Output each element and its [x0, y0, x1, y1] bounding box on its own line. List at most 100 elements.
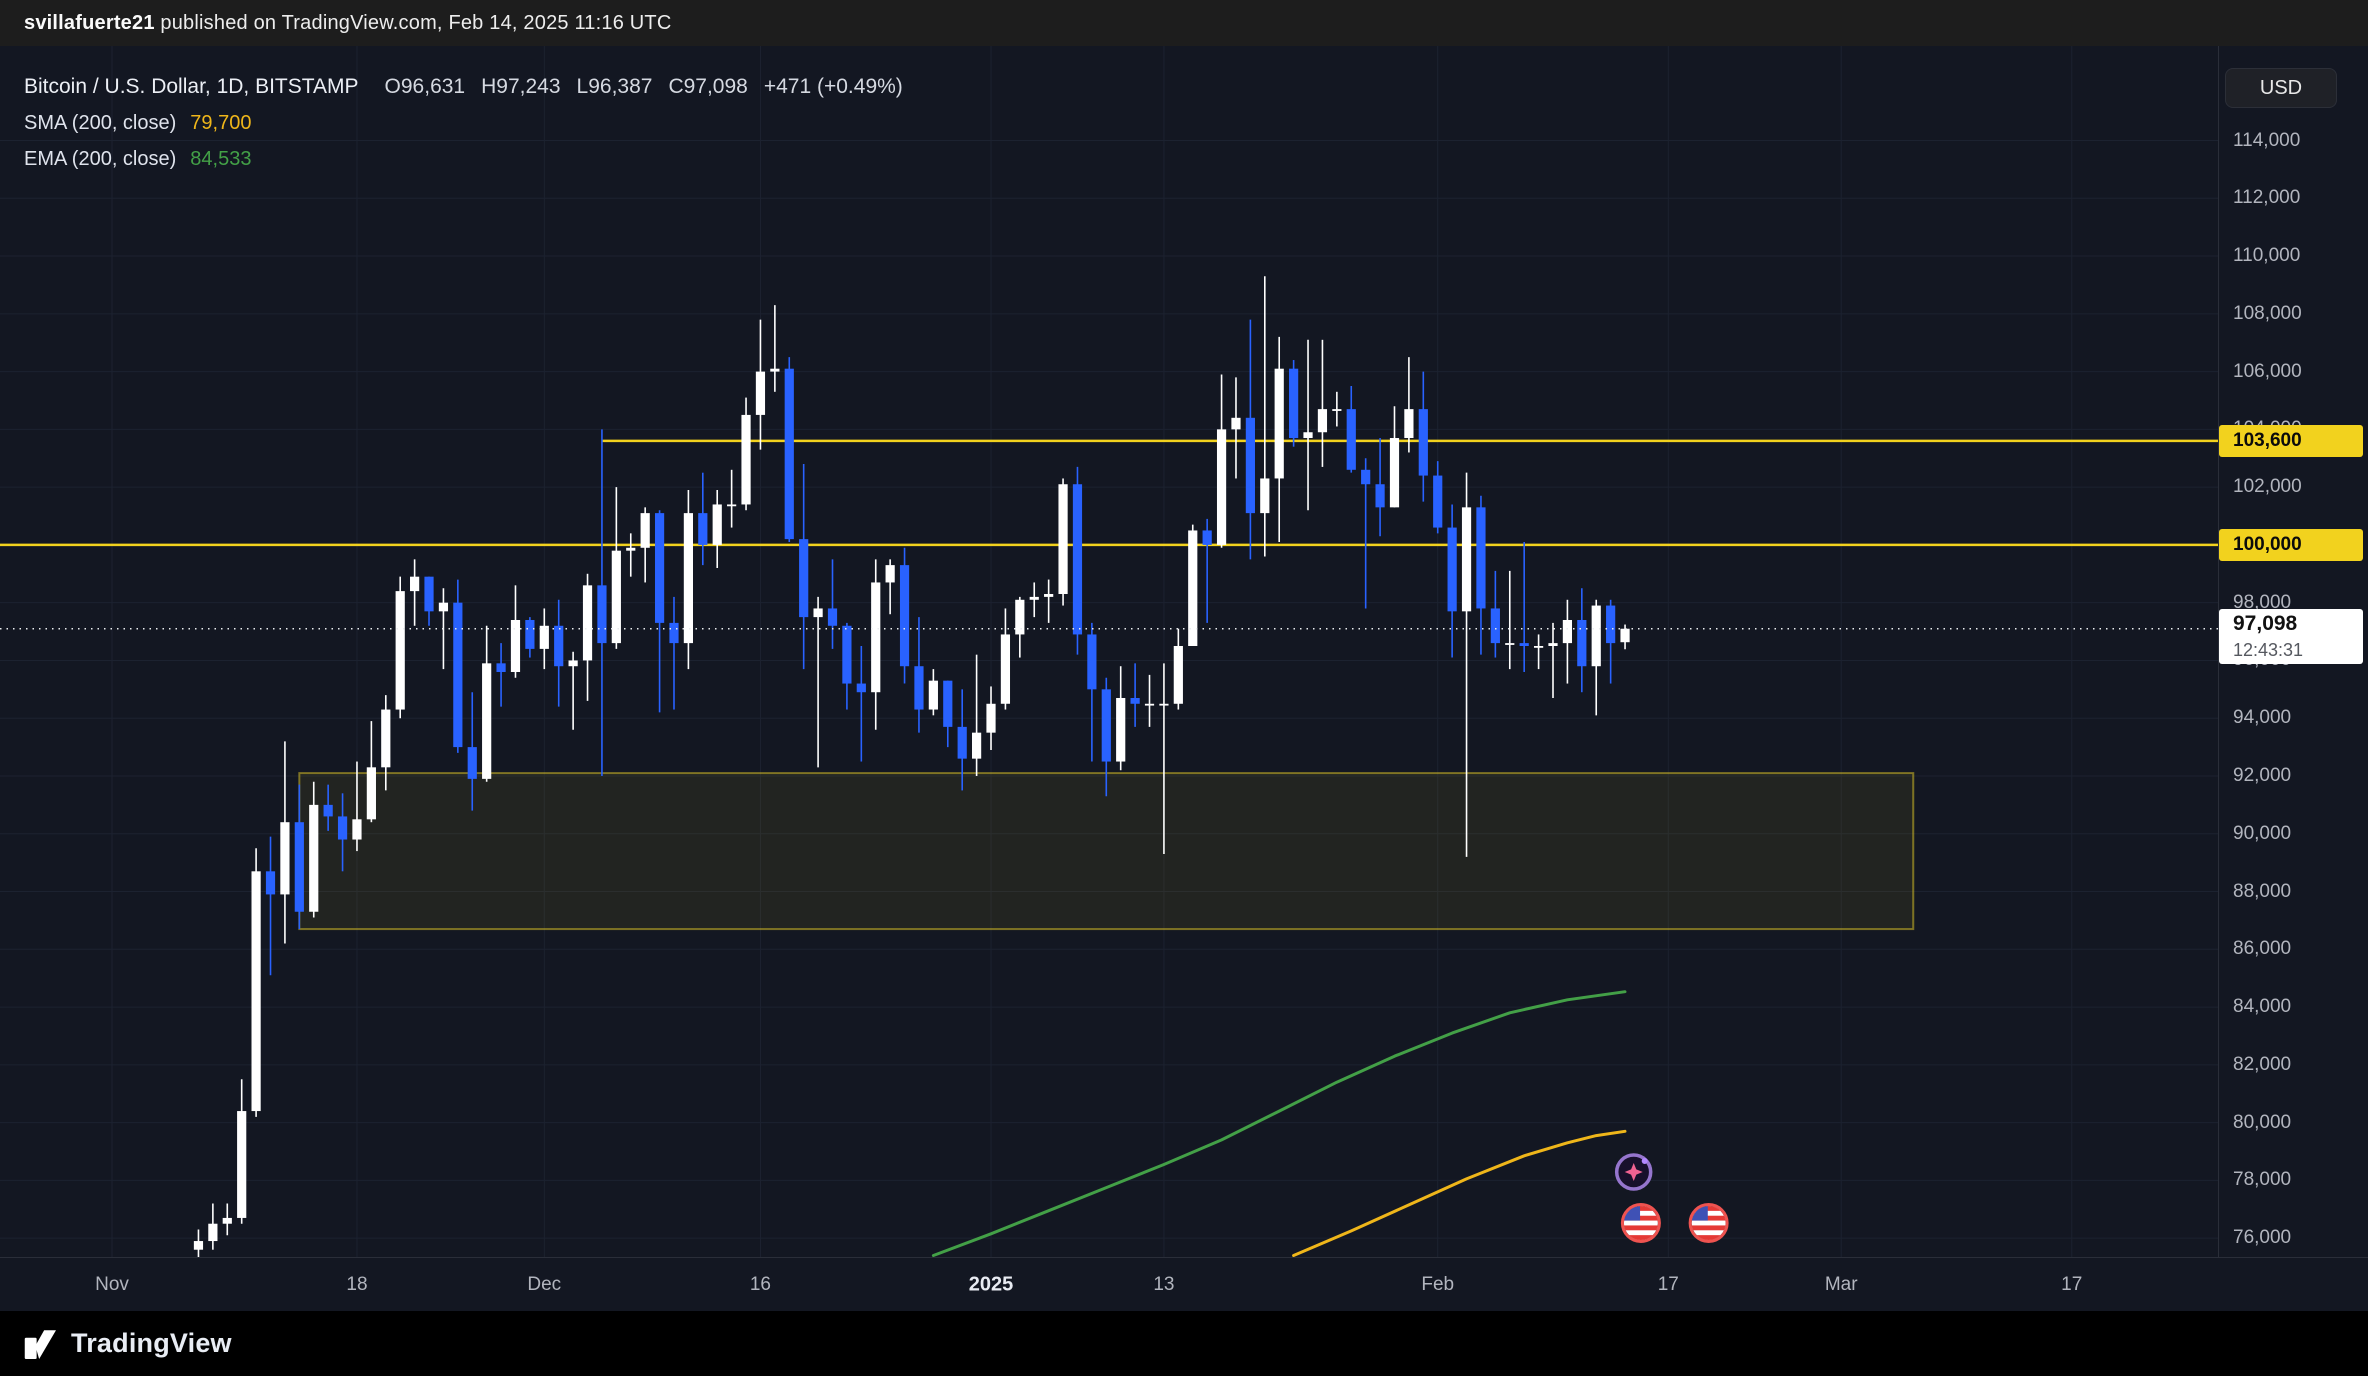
candle[interactable] [1231, 377, 1241, 479]
candle[interactable] [1116, 666, 1126, 771]
candle[interactable] [770, 305, 780, 392]
candle[interactable] [683, 490, 693, 670]
candle[interactable] [1577, 588, 1587, 693]
candle[interactable] [453, 579, 463, 753]
candle[interactable] [1015, 596, 1025, 658]
candle[interactable] [1447, 504, 1457, 658]
candle[interactable] [381, 695, 391, 791]
candle[interactable] [1072, 466, 1083, 655]
candle[interactable] [482, 625, 492, 782]
candle[interactable] [1490, 570, 1500, 658]
candle[interactable] [1303, 339, 1313, 511]
candle[interactable] [914, 617, 924, 733]
candle[interactable] [1505, 570, 1515, 670]
hline-price-badge[interactable]: 103,600 [2219, 424, 2363, 457]
magic-ball-icon[interactable] [1614, 1153, 1653, 1191]
candle[interactable] [280, 741, 290, 944]
candle[interactable] [251, 848, 261, 1117]
candle[interactable] [784, 357, 794, 543]
sma-legend-row[interactable]: SMA (200, close) 79,700 [24, 108, 919, 138]
candle[interactable] [669, 596, 679, 710]
candle[interactable] [1274, 336, 1284, 543]
candle[interactable] [727, 469, 737, 528]
candle[interactable] [323, 784, 333, 831]
candle[interactable] [1332, 391, 1342, 427]
candle[interactable] [352, 761, 362, 852]
candle[interactable] [1000, 608, 1011, 710]
candle[interactable] [1317, 339, 1328, 467]
symbol-row[interactable]: Bitcoin / U.S. Dollar, 1D, BITSTAMP O96,… [24, 72, 919, 102]
candle[interactable] [698, 472, 708, 566]
tradingview-logo-icon[interactable] [24, 1329, 58, 1359]
candle[interactable] [871, 559, 881, 730]
candle[interactable] [539, 608, 549, 670]
candle[interactable] [1159, 663, 1169, 854]
us-flag-icon[interactable] [1688, 1203, 1729, 1243]
candle[interactable] [395, 576, 405, 719]
candle[interactable] [928, 669, 938, 716]
candle[interactable] [611, 487, 621, 649]
candle[interactable] [957, 689, 967, 791]
candle[interactable] [1476, 495, 1486, 655]
price-scale[interactable]: USD 76,000 78,000 80,000 82,000 84,000 86,000… [2218, 46, 2368, 1257]
candlestick-chart[interactable] [0, 46, 2218, 1257]
candle[interactable] [582, 573, 593, 701]
candle[interactable] [986, 686, 996, 750]
candle[interactable] [597, 429, 607, 776]
us-flag-icon[interactable] [1620, 1203, 1661, 1243]
candle[interactable] [1044, 579, 1054, 623]
candle[interactable] [1404, 357, 1414, 453]
candle[interactable] [1361, 458, 1371, 609]
candle[interactable] [799, 464, 809, 670]
candle[interactable] [337, 793, 348, 872]
ema-legend-row[interactable]: EMA (200, close) 84,533 [24, 144, 919, 174]
candle[interactable] [1245, 319, 1255, 560]
candle[interactable] [1101, 677, 1111, 797]
candle[interactable] [1461, 472, 1472, 857]
candle[interactable] [1418, 371, 1428, 502]
candle[interactable] [885, 559, 895, 615]
hline-price-badge[interactable]: 100,000 [2219, 528, 2363, 561]
candle[interactable] [640, 507, 650, 583]
candle[interactable] [827, 559, 838, 649]
candle[interactable] [856, 645, 866, 762]
candle[interactable] [654, 510, 665, 713]
candle[interactable] [626, 533, 636, 577]
candle[interactable] [813, 596, 823, 768]
candle[interactable] [972, 654, 982, 776]
candle[interactable] [424, 576, 434, 626]
candle[interactable] [1375, 438, 1385, 537]
candle[interactable] [1562, 599, 1573, 684]
candle[interactable] [1289, 360, 1299, 447]
candle[interactable] [842, 622, 852, 710]
time-scale[interactable]: Nov 18 Dec 16 2025 13 Feb 17 Mar 17 [0, 1257, 2368, 1311]
candle[interactable] [1087, 622, 1097, 762]
candle[interactable] [193, 1229, 204, 1257]
candle[interactable] [1173, 628, 1183, 710]
candles[interactable] [193, 276, 1630, 1257]
candle[interactable] [208, 1203, 218, 1250]
candle[interactable] [1202, 518, 1212, 623]
candle[interactable] [1058, 478, 1068, 606]
candle[interactable] [366, 721, 376, 823]
candle[interactable] [1130, 663, 1140, 727]
candle[interactable] [1606, 599, 1616, 684]
candle[interactable] [1519, 542, 1529, 672]
candle[interactable] [309, 781, 319, 918]
candle[interactable] [1389, 406, 1400, 508]
candle[interactable] [1260, 276, 1270, 557]
candle[interactable] [943, 680, 953, 748]
candle[interactable] [294, 784, 304, 930]
candle[interactable] [755, 319, 766, 450]
candle[interactable] [496, 643, 506, 707]
candle[interactable] [1216, 374, 1227, 548]
candle[interactable] [1346, 386, 1356, 473]
candle[interactable] [1188, 524, 1198, 646]
candle[interactable] [1144, 674, 1155, 727]
candle[interactable] [1029, 582, 1039, 618]
candle[interactable] [1433, 461, 1443, 534]
price-zone-box[interactable] [298, 772, 1915, 931]
tradingview-brand[interactable]: TradingView [71, 1328, 232, 1358]
candle[interactable] [1533, 634, 1544, 670]
candle[interactable] [237, 1079, 247, 1224]
